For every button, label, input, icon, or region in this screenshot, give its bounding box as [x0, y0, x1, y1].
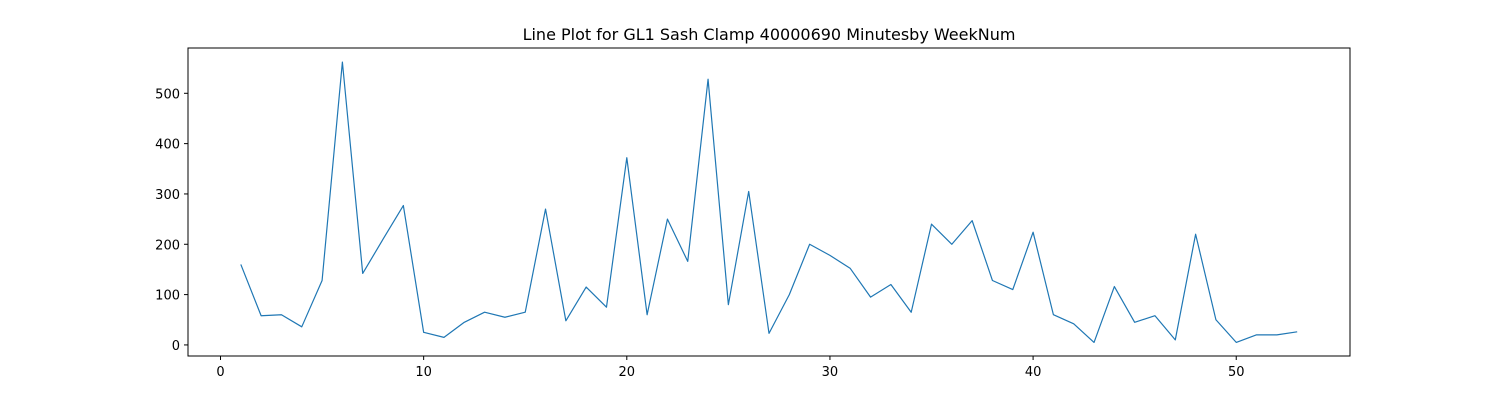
axes-frame	[187, 47, 1351, 357]
y-tick-label: 200	[155, 238, 180, 253]
x-tick-label: 30	[822, 365, 839, 380]
x-tick-label: 0	[216, 365, 224, 380]
x-tick-label: 20	[619, 365, 636, 380]
y-tick-label: 300	[155, 188, 180, 203]
y-tick-label: 100	[155, 289, 180, 304]
chart-title: Line Plot for GL1 Sash Clamp 40000690 Mi…	[523, 25, 1016, 44]
y-tick-label: 400	[155, 138, 180, 153]
y-tick-label: 0	[172, 339, 180, 354]
x-tick-label: 10	[415, 365, 432, 380]
y-tick-label: 500	[155, 87, 180, 102]
x-tick-label: 50	[1228, 365, 1245, 380]
series-line-0	[240, 61, 1298, 344]
x-tick-label: 40	[1025, 365, 1042, 380]
